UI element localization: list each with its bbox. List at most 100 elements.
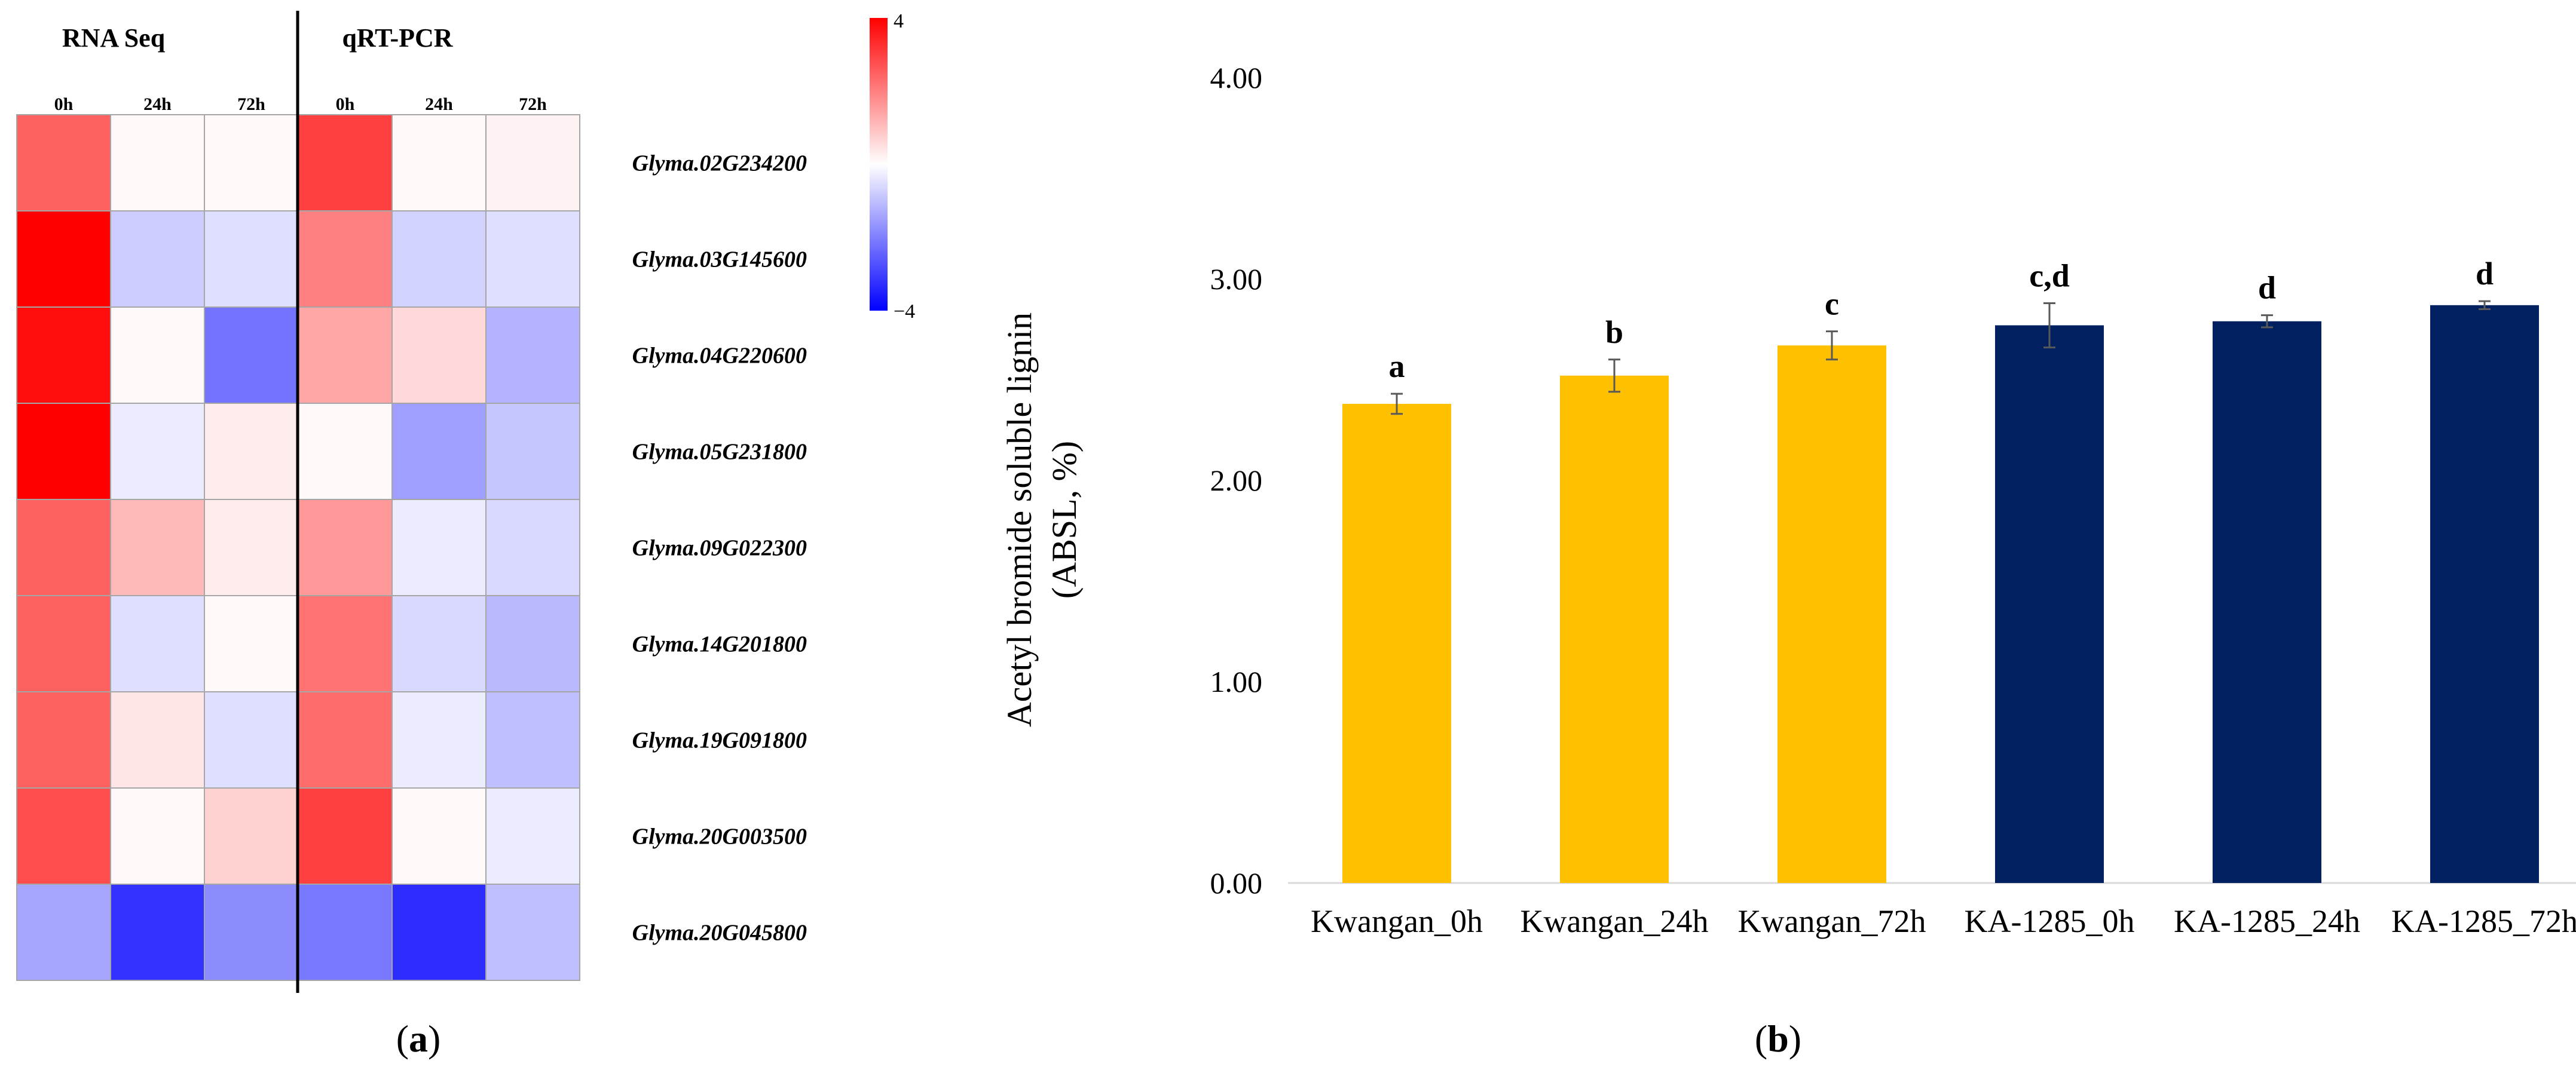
heatmap-cell — [485, 114, 580, 211]
panel-label-a: (a) — [396, 1017, 441, 1060]
bar-chart-x-tick-label: Kwangan_0h — [1311, 903, 1483, 939]
heatmap-cell — [110, 114, 205, 211]
heatmap-cell — [204, 884, 299, 981]
heatmap-cell — [298, 884, 393, 981]
heatmap-cell — [298, 595, 393, 692]
heatmap-cell — [16, 114, 111, 211]
heatmap-cell — [110, 787, 205, 885]
heatmap-cell — [391, 210, 487, 308]
bar-chart-x-tick-label: KA-1285_0h — [1965, 903, 2135, 939]
heatmap-cell — [485, 595, 580, 692]
heatmap-cell — [204, 595, 299, 692]
heatmap-cell — [204, 787, 299, 885]
bar-chart-y-tick-label: 3.00 — [1210, 262, 1263, 296]
heatmap-column-label: 24h — [425, 94, 453, 114]
heatmap-cell — [391, 787, 487, 885]
heatmap-column-labels: 0h 24h 72h 0h 24h 72h — [54, 94, 547, 114]
colorbar-min-label: −4 — [894, 301, 915, 323]
heatmap-column-label: 0h — [54, 94, 74, 114]
heatmap-cell — [391, 884, 487, 981]
significance-letter: d — [2476, 256, 2494, 292]
heatmap-cell — [16, 595, 111, 692]
heatmap-cell — [204, 691, 299, 789]
heatmap-row-label: Glyma.09G022300 — [632, 536, 807, 561]
significance-letter: d — [2258, 270, 2276, 306]
heatmap-cell — [391, 114, 487, 211]
significance-letter: c,d — [2029, 257, 2070, 293]
bar-chart-panel: Acetyl bromide soluble lignin (ABSL, %) … — [1000, 61, 2576, 939]
heatmap-cell — [110, 403, 205, 500]
heatmap-cell — [298, 306, 393, 404]
heatmap-cell — [485, 691, 580, 789]
heatmap-row-label: Glyma.04G220600 — [632, 344, 807, 369]
heatmap-cell — [204, 499, 299, 596]
bar-chart-x-tick-label: KA-1285_72h — [2391, 903, 2576, 939]
colorbar-gradient — [870, 18, 888, 311]
heatmap-cell — [110, 884, 205, 981]
bar-chart-ylabel-line2: (ABSL, %) — [1045, 441, 1084, 599]
significance-letter: c — [1825, 286, 1839, 322]
bar — [1995, 325, 2104, 883]
heatmap-group-label-qrtpcr: qRT-PCR — [342, 23, 453, 53]
significance-letter: a — [1389, 348, 1405, 384]
heatmap-cell — [391, 306, 487, 404]
heatmap-cell — [110, 499, 205, 596]
heatmap-cell — [110, 691, 205, 789]
bar-chart-y-tick-label: 4.00 — [1210, 61, 1263, 94]
heatmap-cell — [298, 787, 393, 885]
panel-label-b-letter: b — [1767, 1017, 1789, 1060]
bar-chart-y-tick-label: 0.00 — [1210, 866, 1263, 900]
heatmap-column-label: 0h — [336, 94, 355, 114]
heatmap-cell — [298, 210, 393, 308]
bar-chart-x-tick-label: Kwangan_72h — [1738, 903, 1926, 939]
heatmap-cell — [204, 403, 299, 500]
heatmap-cell — [298, 691, 393, 789]
heatmap-cell — [16, 403, 111, 500]
heatmap-cell — [110, 210, 205, 308]
bar-chart-bars: a b c c,d d d — [1342, 256, 2539, 883]
heatmap-row-label: Glyma.20G045800 — [632, 921, 807, 946]
heatmap-cell — [485, 884, 580, 981]
bar-chart-y-tick-label: 2.00 — [1210, 464, 1263, 497]
heatmap-cell — [485, 499, 580, 596]
heatmap-row-label: Glyma.20G003500 — [632, 824, 807, 850]
bar — [1777, 345, 1886, 883]
heatmap-cell — [16, 306, 111, 404]
bar-chart-x-tick-label: KA-1285_24h — [2174, 903, 2360, 939]
heatmap-cell — [298, 114, 393, 211]
heatmap-colorbar: 4 −4 — [870, 10, 915, 323]
heatmap-cell — [110, 306, 205, 404]
heatmap-cell — [391, 595, 487, 692]
heatmap-cell — [298, 499, 393, 596]
bar-chart-y-tick-label: 1.00 — [1210, 665, 1263, 698]
heatmap-cell — [485, 306, 580, 404]
heatmap-cell — [391, 499, 487, 596]
heatmap-cell — [16, 787, 111, 885]
heatmap-column-label: 72h — [237, 94, 265, 114]
panel-label-b: (b) — [1755, 1017, 1801, 1060]
heatmap-cell — [391, 691, 487, 789]
heatmap-cell — [16, 884, 111, 981]
heatmap-cell — [204, 306, 299, 404]
bar — [2213, 321, 2321, 883]
heatmap-column-label: 72h — [519, 94, 547, 114]
heatmap-cell — [110, 595, 205, 692]
bar — [2430, 305, 2539, 883]
heatmap-cell — [485, 403, 580, 500]
heatmap-cell — [485, 787, 580, 885]
heatmap-group-label-rnaseq: RNA Seq — [62, 23, 166, 53]
bar — [1560, 375, 1669, 883]
heatmap-row-label: Glyma.05G231800 — [632, 440, 807, 465]
heatmap-row-label: Glyma.03G145600 — [632, 247, 807, 272]
heatmap-cell — [204, 210, 299, 308]
heatmap-row-labels: Glyma.02G234200 Glyma.03G145600 Glyma.04G2… — [632, 151, 807, 946]
heatmap-row-label: Glyma.19G091800 — [632, 728, 807, 753]
heatmap-row-label: Glyma.14G201800 — [632, 632, 807, 657]
significance-letter: b — [1605, 314, 1623, 350]
heatmap-cell — [16, 691, 111, 789]
panel-label-a-letter: a — [409, 1017, 428, 1060]
bar-chart-ylabel-line1: Acetyl bromide soluble lignin — [1000, 312, 1039, 727]
bar-chart-x-ticks: Kwangan_0h Kwangan_24h Kwangan_72h KA-1285_… — [1311, 903, 2576, 939]
heatmap-panel: RNA Seq qRT-PCR 0h 24h 72h 0h 24h 72h Glyma.0… — [16, 11, 807, 993]
